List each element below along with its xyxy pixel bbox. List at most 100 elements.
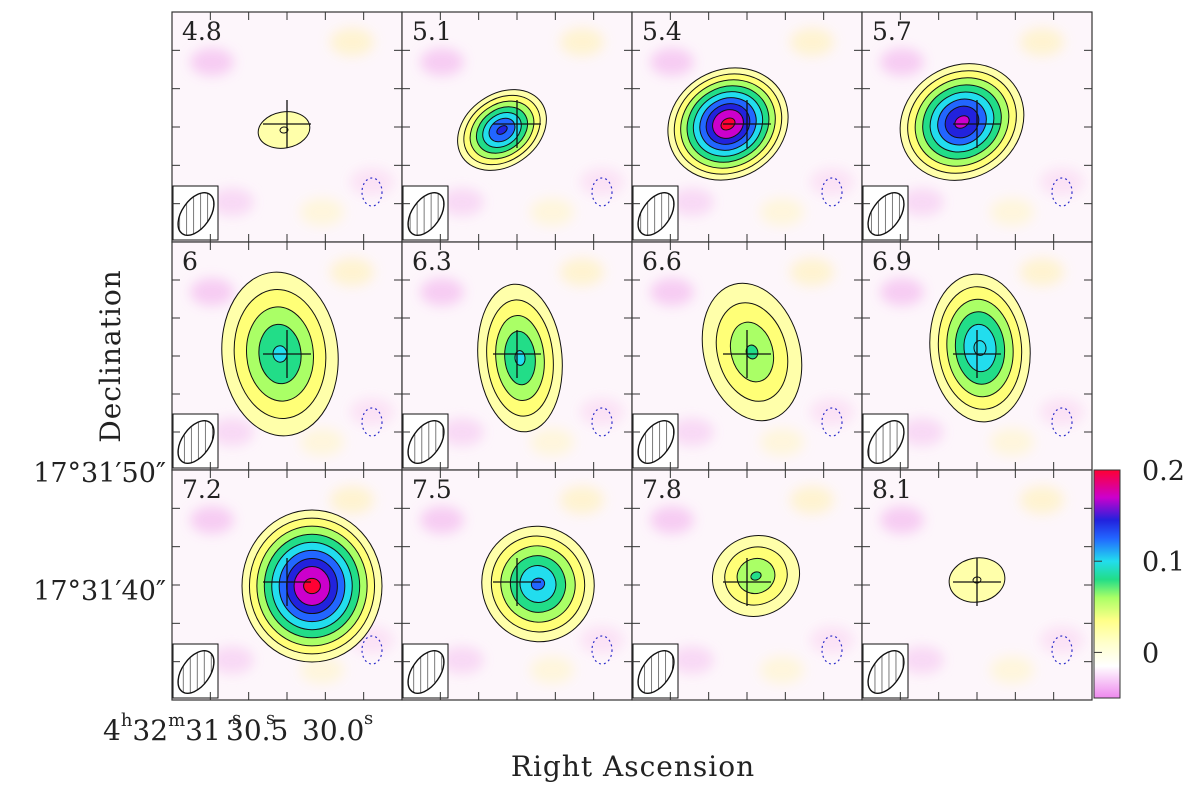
noise-patch — [420, 48, 464, 76]
noise-patch — [350, 168, 394, 196]
panel-velocity-label: 5.4 — [642, 17, 682, 46]
ra-seconds-unit-3: s — [364, 708, 373, 729]
noise-patch — [670, 418, 714, 446]
ra-hours: 4 — [103, 714, 121, 747]
panel-velocity-label: 5.1 — [412, 17, 452, 46]
beam-ellipse — [177, 650, 215, 694]
negative-contour — [591, 407, 613, 437]
noise-patch — [300, 198, 344, 226]
dec-tick-label-2: 17°31′40″ — [33, 576, 166, 607]
beam-ellipse — [867, 650, 905, 694]
noise-patch — [440, 646, 484, 674]
panel-velocity-label: 6.9 — [872, 247, 912, 276]
ra-tick-label-3: 30.0 — [302, 714, 364, 747]
channel-panel-6 — [172, 242, 402, 470]
colorbar-tick-label: 0.1 — [1142, 547, 1185, 578]
noise-patch — [440, 188, 484, 216]
noise-patch — [650, 506, 694, 534]
noise-patch — [880, 506, 924, 534]
noise-patch — [330, 258, 374, 286]
noise-patch — [530, 198, 574, 226]
ra-minutes-unit: m — [168, 710, 185, 731]
noise-patch — [1040, 626, 1084, 654]
noise-patch — [190, 506, 234, 534]
channel-panel-7.5 — [402, 470, 632, 700]
noise-patch — [580, 168, 624, 196]
peak-core — [750, 571, 762, 581]
channel-panel-5.1 — [402, 12, 632, 242]
beam-ellipse — [637, 650, 675, 694]
ra-seconds-unit-2: s — [266, 708, 275, 729]
beam-ellipse — [407, 192, 445, 236]
channel-panel-4.8 — [172, 12, 402, 242]
panel-velocity-label: 6 — [182, 247, 198, 276]
noise-patch — [300, 428, 344, 456]
noise-patch — [580, 626, 624, 654]
dec-tick-label-1: 17°31′50″ — [33, 458, 166, 489]
noise-patch — [350, 398, 394, 426]
colorbar — [1093, 469, 1121, 699]
beam-ellipse — [637, 420, 675, 464]
noise-patch — [880, 278, 924, 306]
panel-velocity-label: 6.3 — [412, 247, 452, 276]
ra-seconds-1: 31 — [185, 714, 221, 747]
noise-patch — [210, 418, 254, 446]
beam-ellipse — [637, 192, 675, 236]
noise-patch — [560, 28, 604, 56]
channel-panel-6.9 — [862, 242, 1092, 470]
negative-contour — [821, 407, 843, 437]
noise-patch — [810, 626, 854, 654]
peak-core — [530, 577, 546, 591]
noise-patch — [530, 428, 574, 456]
panel-velocity-label: 7.5 — [412, 475, 452, 504]
noise-patch — [1020, 486, 1064, 514]
beam-ellipse — [407, 420, 445, 464]
noise-patch — [190, 48, 234, 76]
noise-patch — [440, 418, 484, 446]
ra-tick-labels: 4h32m31 s 30.5 s 30.0 s — [103, 708, 373, 747]
panel-velocity-label: 5.7 — [872, 17, 912, 46]
noise-patch — [900, 646, 944, 674]
noise-patch — [300, 656, 344, 684]
channel-panel-7.2 — [172, 470, 402, 700]
panel-velocity-label: 6.6 — [642, 247, 682, 276]
peak-core — [303, 577, 321, 595]
ra-tick-label-2: 30.5 — [226, 714, 288, 747]
noise-patch — [420, 506, 464, 534]
beam-ellipse — [867, 420, 905, 464]
noise-patch — [670, 188, 714, 216]
negative-contour — [591, 177, 613, 207]
colorbar-tick-label: 0 — [1142, 638, 1159, 669]
panel-velocity-label: 4.8 — [182, 17, 222, 46]
channel-panel-7.8 — [632, 470, 862, 700]
panel-velocity-label: 7.8 — [642, 475, 682, 504]
channel-panel-5.4 — [632, 12, 862, 242]
noise-patch — [330, 28, 374, 56]
noise-patch — [580, 398, 624, 426]
noise-patch — [330, 486, 374, 514]
negative-contour — [591, 635, 613, 665]
negative-contour — [1051, 407, 1073, 437]
negative-contour — [821, 635, 843, 665]
ra-minutes: 32 — [132, 714, 168, 747]
noise-patch — [990, 198, 1034, 226]
channel-panel-5.7 — [862, 12, 1092, 242]
negative-contour — [361, 635, 383, 665]
peak-core — [954, 115, 970, 129]
channel-panel-8.1 — [862, 470, 1092, 700]
peak-core — [279, 126, 289, 134]
noise-patch — [1020, 258, 1064, 286]
beam-ellipse — [407, 650, 445, 694]
noise-patch — [790, 486, 834, 514]
noise-patch — [900, 188, 944, 216]
ra-hours-unit: h — [121, 710, 133, 731]
noise-patch — [810, 398, 854, 426]
beam-ellipse — [867, 192, 905, 236]
colorbar-tick-label: 0.2 — [1142, 456, 1185, 487]
noise-patch — [760, 428, 804, 456]
noise-patch — [650, 48, 694, 76]
negative-contour — [361, 407, 383, 437]
svg-text:4h32m31: 4h32m31 — [103, 710, 221, 747]
noise-patch — [530, 656, 574, 684]
